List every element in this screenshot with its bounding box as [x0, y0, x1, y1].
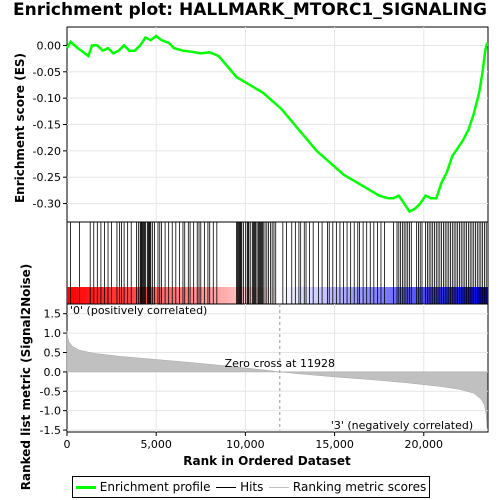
legend-label: Enrichment profile — [99, 480, 211, 494]
legend-item-enrichment-profile: Enrichment profile — [75, 480, 211, 494]
es-ytick-label: -0.05 — [33, 66, 61, 79]
metric-ytick-label: 1.5 — [44, 308, 62, 321]
legend-swatch-black — [216, 486, 237, 488]
x-tick-label: 5,000 — [140, 438, 172, 451]
es-ytick-label: -0.15 — [33, 119, 61, 132]
negative-correlation-label: '3' (negatively correlated) — [331, 419, 473, 432]
positive-correlation-label: '0' (positively correlated) — [70, 304, 207, 317]
hits-panel — [66, 221, 489, 305]
legend-swatch-gray — [268, 486, 289, 488]
ranking-color-bar — [67, 287, 488, 304]
x-tick-label: 0 — [64, 438, 71, 451]
metric-axis-title: Ranked list metric (Signal2Noise) — [19, 264, 33, 491]
metric-ytick-label: -1.0 — [40, 405, 61, 418]
es-ytick-label: -0.30 — [33, 198, 61, 211]
legend-label: Ranking metric scores — [292, 480, 427, 494]
ranking-metric-area — [66, 331, 488, 429]
es-axis-title: Enrichment score (ES) — [13, 53, 27, 203]
x-tick-label: 15,000 — [315, 438, 354, 451]
legend-label: Hits — [240, 480, 264, 494]
es-ytick-label: 0.00 — [37, 39, 62, 52]
metric-ytick-label: 0.5 — [44, 346, 62, 359]
legend: Enrichment profile Hits Ranking metric s… — [72, 476, 430, 498]
metric-ytick-label: 0.0 — [44, 366, 62, 379]
zero-cross-label: Zero cross at 11928 — [225, 357, 335, 370]
es-ytick-label: -0.10 — [33, 92, 61, 105]
legend-item-hits: Hits — [216, 480, 263, 494]
enrichment-panel: 0.00 -0.05 -0.10 -0.15 -0.20 -0.25 -0.30 — [33, 26, 489, 223]
metric-ytick-label: 1.0 — [44, 327, 62, 340]
metric-ytick-label: -0.5 — [40, 385, 61, 398]
x-tick-label: 10,000 — [226, 438, 265, 451]
chart-title: Enrichment plot: HALLMARK_MTORC1_SIGNALI… — [12, 0, 487, 20]
x-axis-title: Rank in Ordered Dataset — [183, 454, 351, 468]
es-ytick-label: -0.20 — [33, 145, 61, 158]
legend-item-ranking-metric: Ranking metric scores — [268, 480, 427, 494]
legend-swatch-green — [75, 485, 96, 489]
es-ytick-label: -0.25 — [33, 171, 61, 184]
ranked-metric-panel: 1.5 1.0 0.5 0.0 -0.5 -1.0 -1.50 5,000 10,000 15,0… — [40, 303, 489, 451]
metric-ytick-label: -1.5 — [40, 424, 61, 437]
x-tick-label: 20,000 — [405, 438, 444, 451]
enrichment-profile-line — [65, 34, 489, 214]
